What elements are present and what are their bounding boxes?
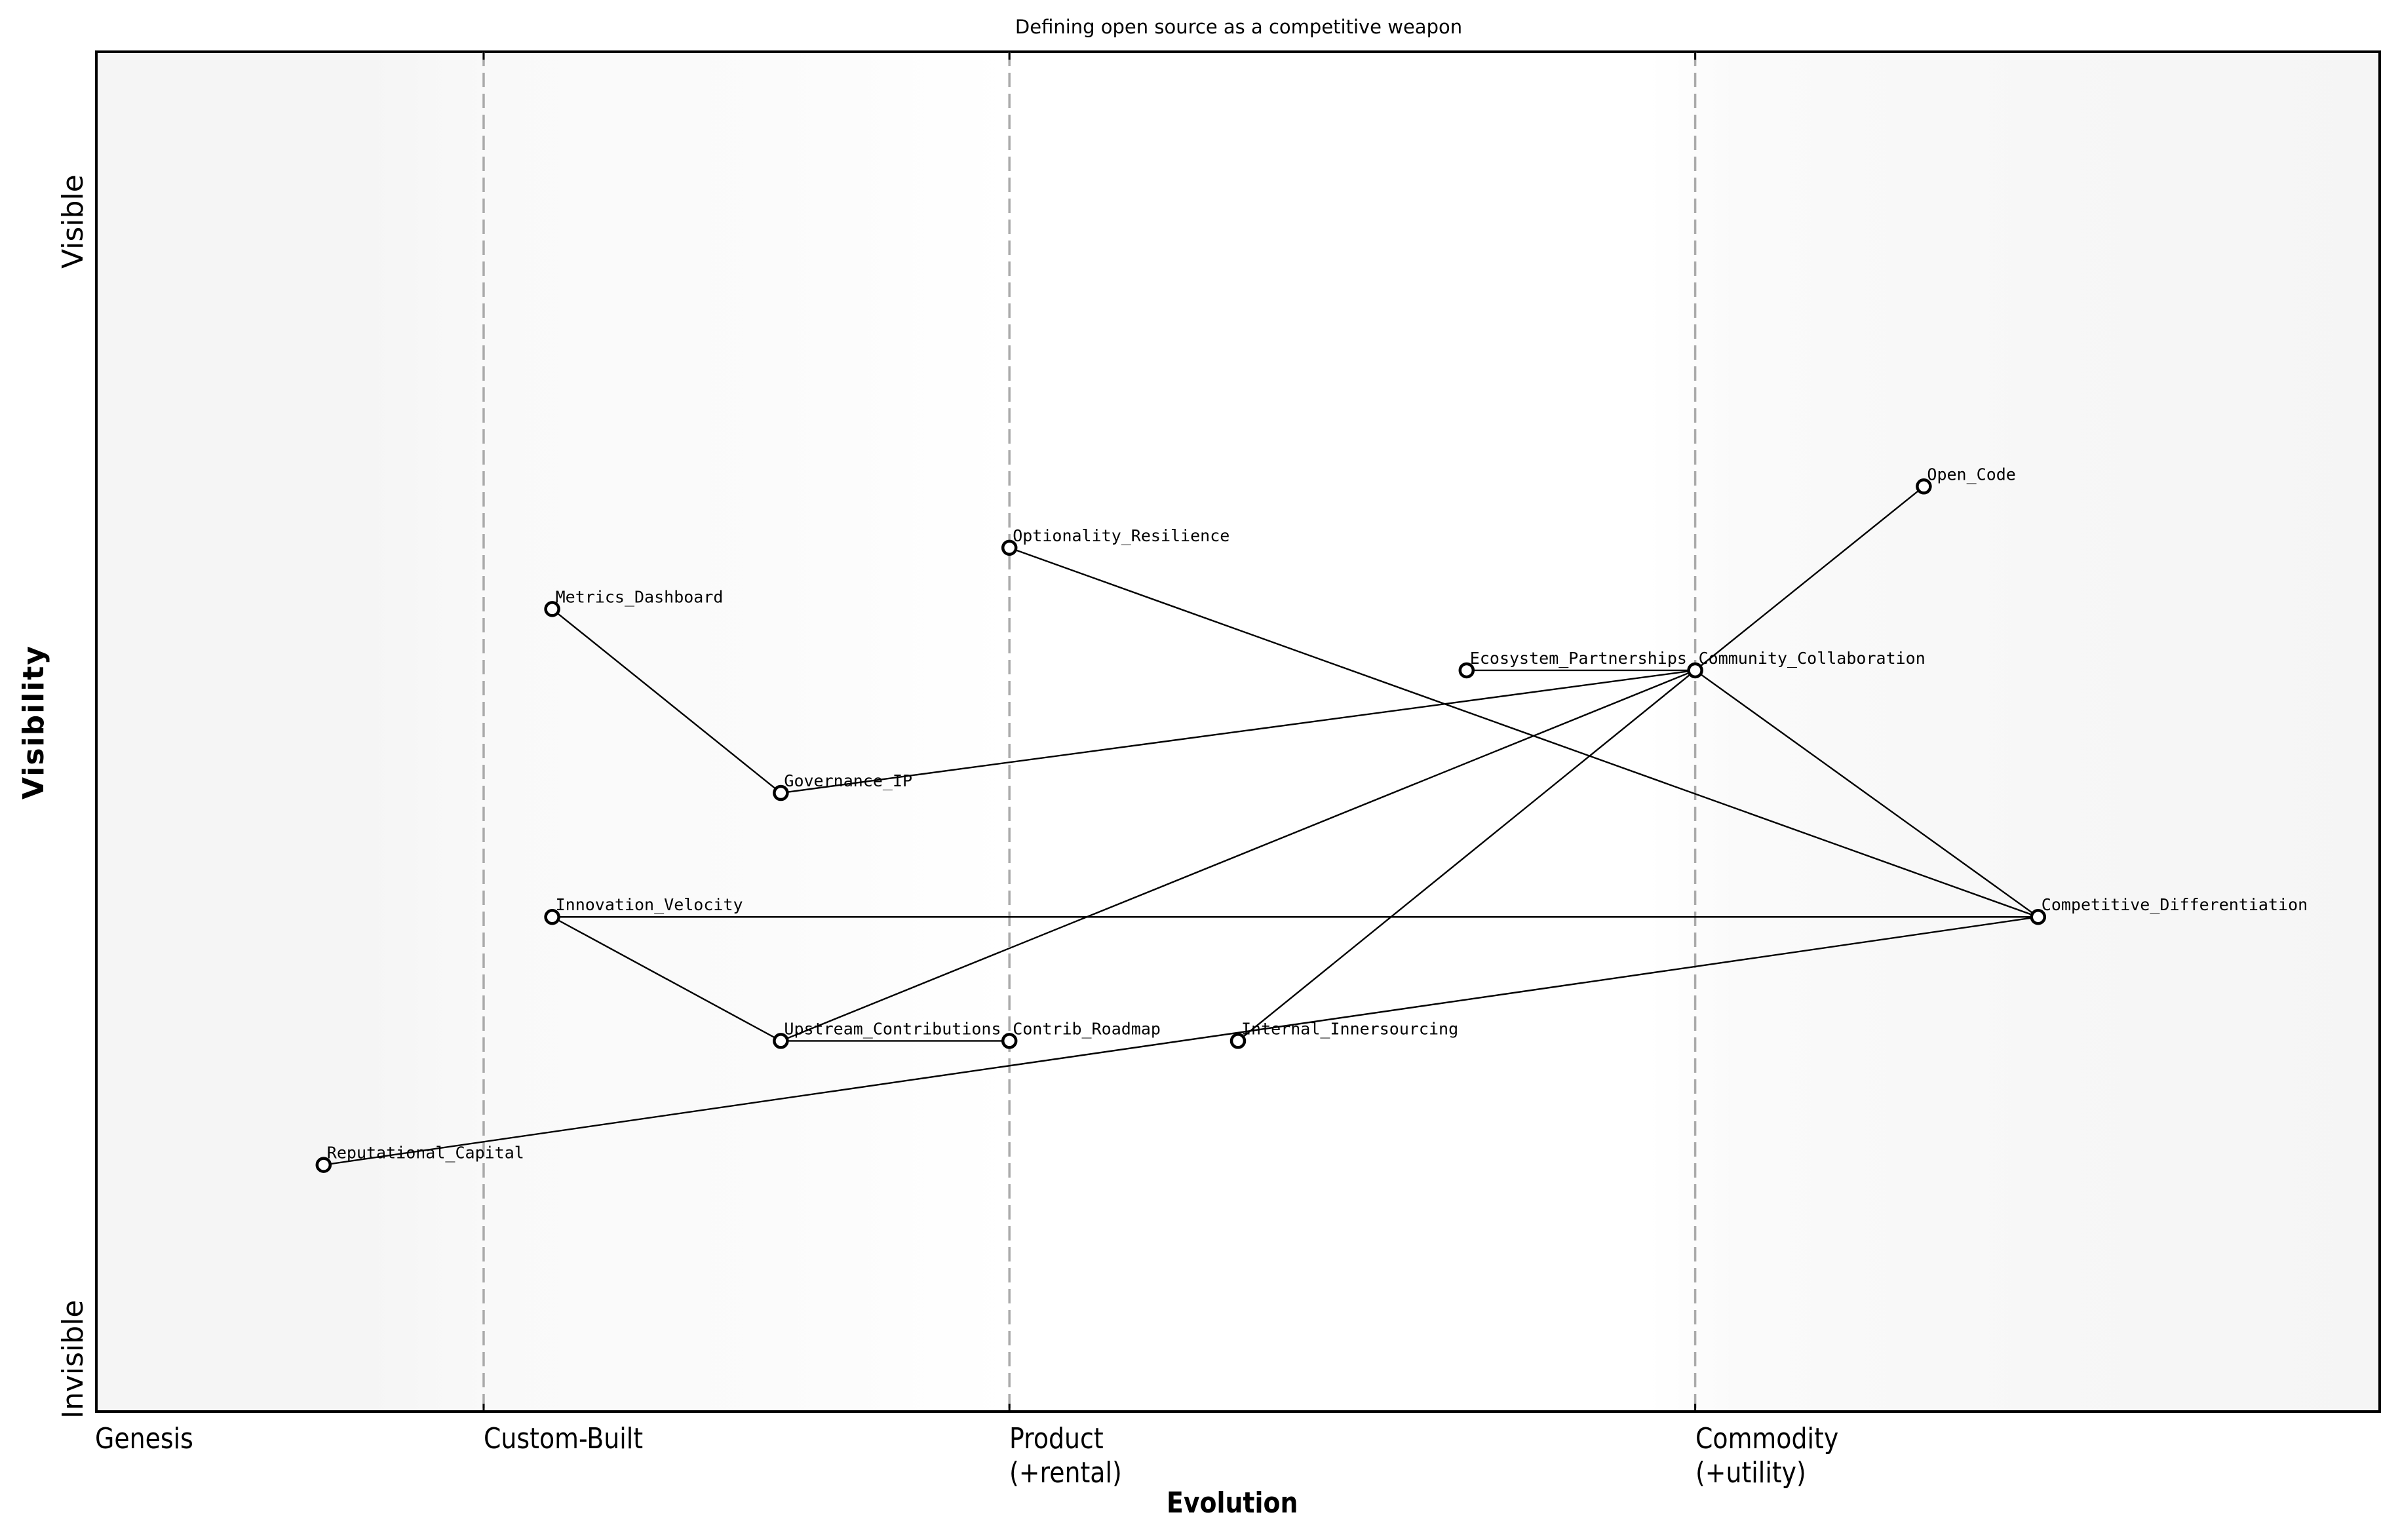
component-marker: [1001, 1033, 1018, 1049]
component-node: Optionality_Resilience: [1001, 526, 1229, 556]
component-marker: [1687, 662, 1703, 679]
component-node: Contrib_Roadmap: [1001, 1019, 1161, 1049]
dependency-edge: [1009, 547, 2039, 918]
component-node: Ecosystem_Partnerships: [1458, 649, 1687, 679]
component-node: Reputational_Capital: [315, 1144, 524, 1173]
component-marker: [773, 784, 789, 801]
component-node: Governance_IP: [773, 771, 912, 801]
component-node: Open_Code: [1916, 465, 2016, 495]
component-label: Metrics_Dashboard: [556, 587, 724, 606]
dependency-edge: [1694, 669, 2039, 918]
component-label: Internal_Innersourcing: [1241, 1019, 1458, 1038]
component-label: Optionality_Resilience: [1013, 526, 1229, 545]
x-stage-label-custom-built: Custom-Built: [483, 1422, 644, 1455]
component-marker: [544, 908, 560, 925]
component-label: Competitive_Differentiation: [2042, 895, 2308, 914]
component-marker: [2030, 908, 2047, 925]
component-marker: [544, 601, 560, 617]
component-node: Internal_Innersourcing: [1229, 1019, 1458, 1049]
dependency-edge: [551, 608, 782, 794]
dependency-edge: [1237, 670, 1696, 1042]
component-node: Metrics_Dashboard: [544, 587, 724, 617]
component-node: Upstream_Contributions: [773, 1019, 1001, 1049]
component-marker: [1458, 662, 1475, 679]
component-node: Competitive_Differentiation: [2030, 895, 2308, 925]
component-label: Governance_IP: [784, 771, 912, 790]
component-marker: [1229, 1033, 1247, 1049]
x-stage-label-genesis: Genesis: [95, 1422, 193, 1455]
dependency-edge: [780, 669, 1696, 1042]
component-marker: [773, 1033, 789, 1049]
component-label: Community_Collaboration: [1699, 649, 1926, 668]
dependency-edge: [1694, 486, 1925, 671]
component-label: Ecosystem_Partnerships: [1470, 649, 1687, 668]
chart-title: Defining open source as a competitive we…: [1015, 16, 1463, 38]
component-marker: [1001, 539, 1018, 556]
component-label: Contrib_Roadmap: [1013, 1019, 1161, 1038]
dependency-edge: [552, 916, 781, 1042]
component-label: Innovation_Velocity: [556, 895, 743, 914]
dependency-edge: [323, 916, 2038, 1166]
dependency-edge: [781, 669, 1695, 794]
component-label: Reputational_Capital: [327, 1144, 524, 1163]
x-stage-label-commodity: Commodity (+utility): [1695, 1422, 1838, 1490]
component-node: Innovation_Velocity: [544, 895, 743, 925]
component-marker: [315, 1157, 332, 1173]
y-tick-visible: Visible: [56, 174, 90, 269]
x-stage-label-product: Product (+rental): [1009, 1422, 1122, 1490]
component-label: Upstream_Contributions: [784, 1019, 1001, 1038]
y-tick-invisible: Invisible: [56, 1299, 90, 1419]
component-node: Community_Collaboration: [1687, 649, 1926, 679]
component-label: Open_Code: [1927, 465, 2015, 484]
y-axis-title: Visibility: [17, 644, 50, 799]
component-marker: [1916, 478, 1932, 495]
x-axis-title: Evolution: [1167, 1486, 1298, 1520]
